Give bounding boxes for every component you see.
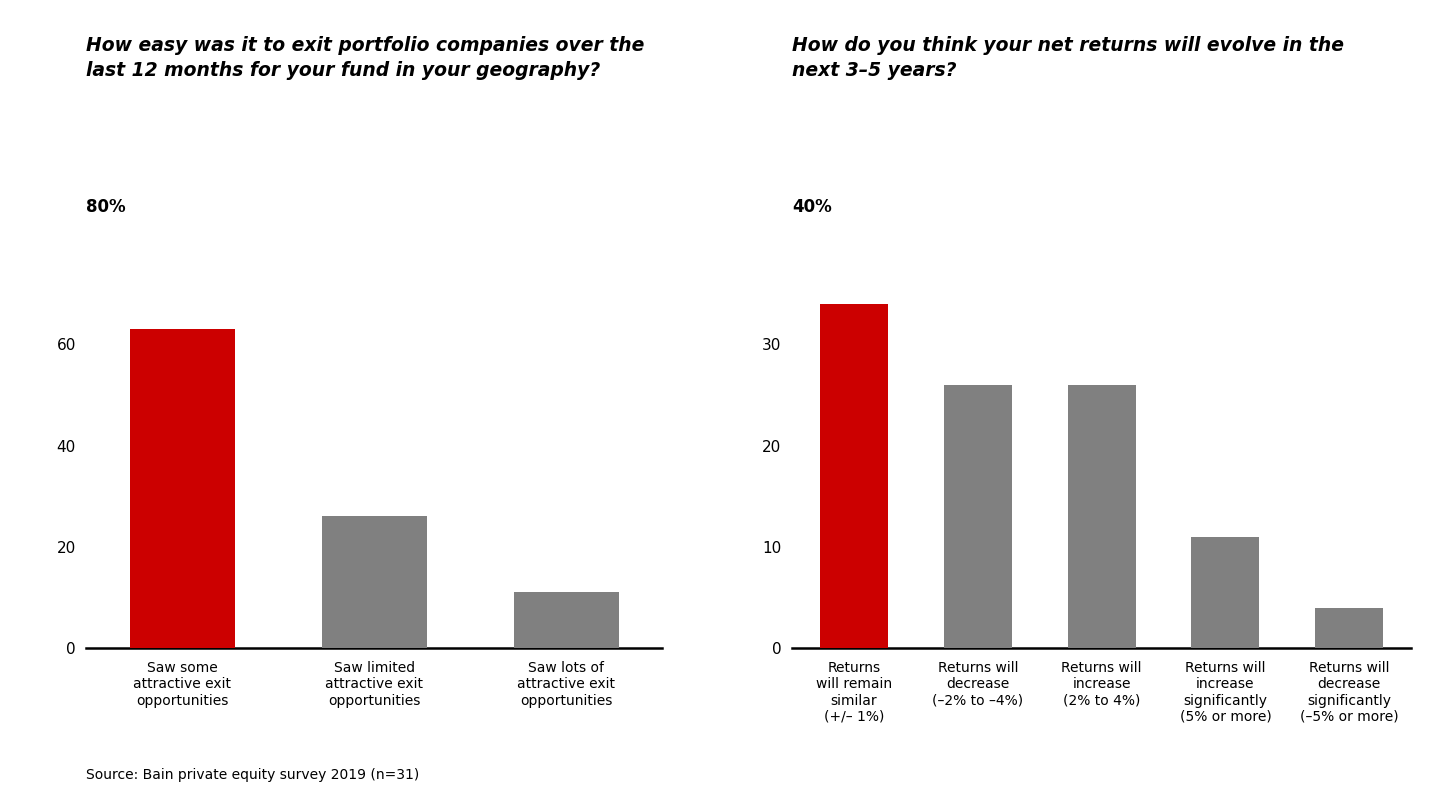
Text: How easy was it to exit portfolio companies over the
last 12 months for your fun: How easy was it to exit portfolio compan… xyxy=(86,36,645,80)
Bar xyxy=(1067,385,1136,648)
Bar xyxy=(130,329,235,648)
Bar xyxy=(321,517,428,648)
Text: How do you think your net returns will evolve in the
next 3–5 years?: How do you think your net returns will e… xyxy=(792,36,1344,80)
Bar xyxy=(819,304,888,648)
Bar xyxy=(514,592,619,648)
Text: 40%: 40% xyxy=(792,198,832,216)
Bar xyxy=(1191,537,1260,648)
Bar xyxy=(1315,608,1384,648)
Text: 80%: 80% xyxy=(86,198,127,216)
Bar xyxy=(943,385,1012,648)
Text: Source: Bain private equity survey 2019 (n=31): Source: Bain private equity survey 2019 … xyxy=(86,768,419,782)
